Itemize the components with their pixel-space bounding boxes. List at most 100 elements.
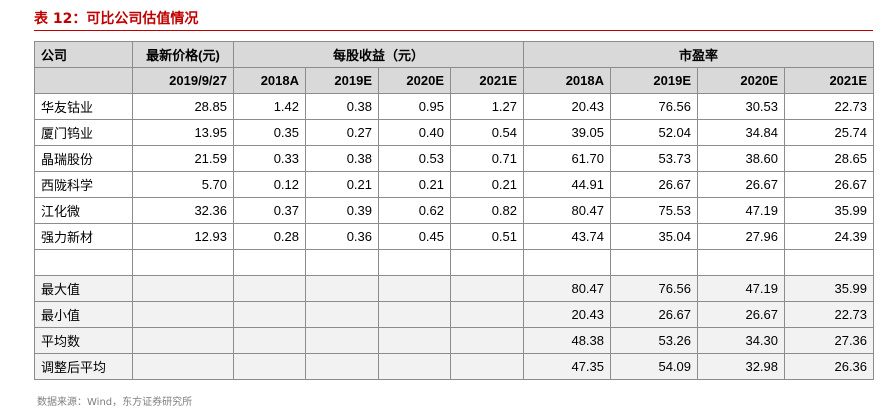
pe-value: 43.74: [523, 223, 612, 250]
latest-price: 28.85: [132, 93, 234, 120]
pe-value: 61.70: [523, 145, 612, 172]
stat-pe-value: 34.30: [697, 327, 786, 354]
eps-value: 0.82: [449, 197, 525, 224]
pe-value: 44.91: [523, 171, 612, 198]
stat-pe-value: 26.67: [697, 301, 786, 328]
eps-value: 1.42: [233, 93, 306, 120]
stat-pe-value: 54.09: [610, 353, 699, 380]
empty-cell: [34, 249, 133, 276]
eps-year-header: 2021E: [449, 67, 525, 94]
pe-value: 20.43: [523, 93, 612, 120]
empty-cell: [449, 249, 525, 276]
pe-value: 35.04: [610, 223, 699, 250]
empty-cell: [305, 353, 379, 380]
pe-value: 24.39: [784, 223, 875, 250]
pe-value: 25.74: [784, 119, 875, 146]
empty-cell: [523, 249, 612, 276]
pe-value: 28.65: [784, 145, 875, 172]
eps-value: 0.71: [449, 145, 525, 172]
company-name: 晶瑞股份: [34, 145, 133, 172]
pe-value: 38.60: [697, 145, 786, 172]
pe-value: 53.73: [610, 145, 699, 172]
table-title: 表 12：可比公司估值情况: [34, 11, 199, 27]
stat-row: 最大值 80.47 76.56 47.19 35.99: [34, 275, 875, 302]
latest-price: 21.59: [132, 145, 234, 172]
pe-value: 30.53: [697, 93, 786, 120]
latest-price: 13.95: [132, 119, 234, 146]
stat-pe-value: 53.26: [610, 327, 699, 354]
empty-cell: [233, 249, 306, 276]
eps-year-header: 2019E: [305, 67, 379, 94]
stat-pe-value: 48.38: [523, 327, 612, 354]
latest-price: 5.70: [132, 171, 234, 198]
empty-cell: [132, 327, 234, 354]
table-row: 晶瑞股份 21.59 0.33 0.38 0.53 0.71 61.70 53.73 38.60…: [34, 145, 875, 172]
stat-pe-value: 76.56: [610, 275, 699, 302]
latest-price-header: 最新价格(元): [132, 41, 234, 68]
eps-value: 0.36: [305, 223, 379, 250]
eps-value: 0.45: [378, 223, 451, 250]
stat-pe-value: 26.36: [784, 353, 875, 380]
title-divider: [34, 30, 873, 31]
pe-year-header: 2019E: [610, 67, 699, 94]
eps-value: 0.62: [378, 197, 451, 224]
pe-value: 76.56: [610, 93, 699, 120]
company-name: 华友钴业: [34, 93, 133, 120]
pe-value: 34.84: [697, 119, 786, 146]
empty-cell: [132, 275, 234, 302]
empty-cell: [233, 327, 306, 354]
empty-cell: [305, 249, 379, 276]
stat-pe-value: 26.67: [610, 301, 699, 328]
table-row: 厦门钨业 13.95 0.35 0.27 0.40 0.54 39.05 52.04 34.84…: [34, 119, 875, 146]
stat-pe-value: 80.47: [523, 275, 612, 302]
company-name: 西陇科学: [34, 171, 133, 198]
eps-value: 0.53: [378, 145, 451, 172]
empty-cell: [449, 301, 525, 328]
pe-value: 75.53: [610, 197, 699, 224]
eps-value: 0.21: [378, 171, 451, 198]
company-header: 公司: [34, 41, 133, 68]
eps-value: 0.21: [449, 171, 525, 198]
stat-pe-value: 47.19: [697, 275, 786, 302]
empty-cell: [449, 327, 525, 354]
pe-value: 26.67: [697, 171, 786, 198]
price-date-header: 2019/9/27: [132, 67, 234, 94]
empty-cell: [233, 353, 306, 380]
pe-value: 47.19: [697, 197, 786, 224]
empty-cell: [305, 301, 379, 328]
stat-row: 平均数 48.38 53.26 34.30 27.36: [34, 327, 875, 354]
empty-cell: [378, 275, 451, 302]
empty-cell: [378, 327, 451, 354]
latest-price: 32.36: [132, 197, 234, 224]
stat-row: 调整后平均 47.35 54.09 32.98 26.36: [34, 353, 875, 380]
company-header-blank: [34, 67, 133, 94]
stat-pe-value: 22.73: [784, 301, 875, 328]
eps-value: 0.37: [233, 197, 306, 224]
header-row-1: 公司 最新价格(元) 每股收益（元） 市盈率: [34, 41, 875, 68]
eps-value: 0.39: [305, 197, 379, 224]
stat-label: 调整后平均: [34, 353, 133, 380]
eps-value: 0.95: [378, 93, 451, 120]
empty-cell: [378, 353, 451, 380]
valuation-table: 公司 最新价格(元) 每股收益（元） 市盈率 2019/9/27 2018A 2…: [34, 41, 875, 380]
pe-value: 26.67: [784, 171, 875, 198]
eps-value: 0.12: [233, 171, 306, 198]
eps-value: 0.21: [305, 171, 379, 198]
empty-cell: [132, 353, 234, 380]
eps-value: 0.51: [449, 223, 525, 250]
stat-pe-value: 20.43: [523, 301, 612, 328]
pe-value: 35.99: [784, 197, 875, 224]
stat-label: 平均数: [34, 327, 133, 354]
eps-header: 每股收益（元）: [232, 41, 525, 68]
pe-value: 22.73: [784, 93, 875, 120]
eps-value: 0.54: [449, 119, 525, 146]
stat-label: 最小值: [34, 301, 133, 328]
company-name: 江化微: [34, 197, 133, 224]
latest-price: 12.93: [132, 223, 234, 250]
empty-cell: [233, 301, 306, 328]
empty-cell: [305, 327, 379, 354]
table-row: 江化微 32.36 0.37 0.39 0.62 0.82 80.47 75.53 47.19 3…: [34, 197, 875, 224]
empty-cell: [378, 301, 451, 328]
eps-value: 0.38: [305, 145, 379, 172]
eps-value: 0.27: [305, 119, 379, 146]
